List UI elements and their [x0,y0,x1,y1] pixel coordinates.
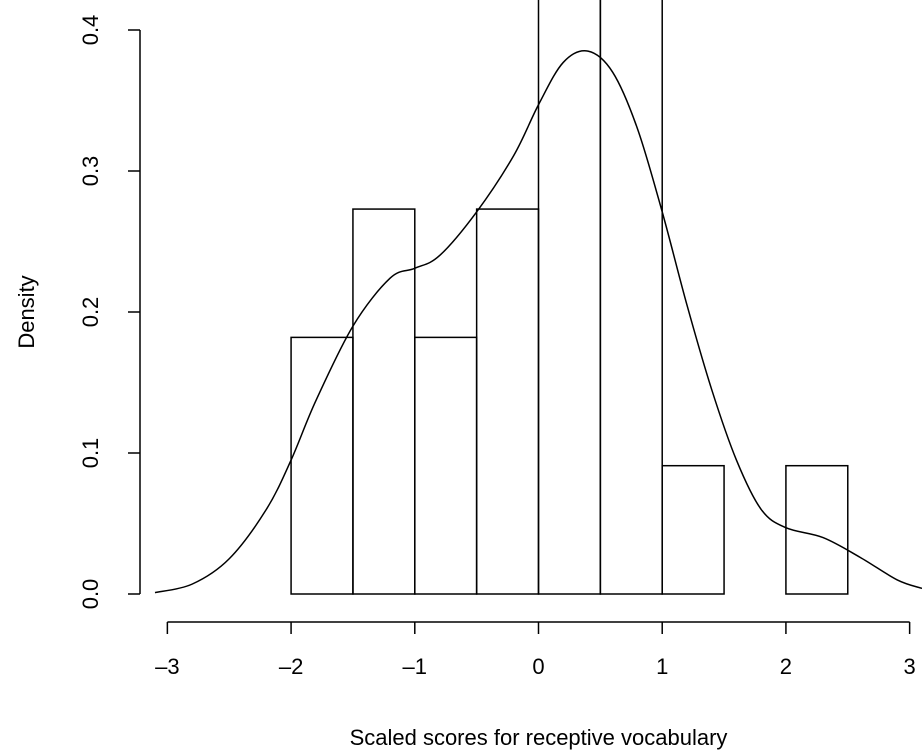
y-tick-label: 0.0 [78,579,103,610]
y-tick-label: 0.1 [78,438,103,469]
x-tick-label: 2 [780,654,792,679]
x-tick-label: –3 [155,654,179,679]
x-tick-label: –1 [403,654,427,679]
y-axis-ticks: 0.0 0.1 0.2 0.3 0.4 [78,15,140,610]
y-tick-label: 0.3 [78,156,103,187]
histogram-bar [290,336,354,595]
y-tick-label: 0.2 [78,297,103,328]
histogram-bar [352,208,416,595]
density-curve [154,50,922,594]
histogram-bar [475,208,540,595]
x-tick-label: 0 [532,654,544,679]
histogram-bar [599,0,663,595]
histogram-bar [661,464,725,595]
histogram-bar [785,464,849,595]
y-axis-title: Density [14,275,39,348]
y-tick-label: 0.4 [78,15,103,46]
histogram-bar [414,336,478,595]
x-axis-ticks: –3 –2 –1 0 1 2 3 [155,622,916,679]
x-tick-label: –2 [279,654,303,679]
histogram-bar [537,0,602,595]
histogram-bars [290,0,849,595]
x-tick-label: 3 [904,654,916,679]
x-axis-title: Scaled scores for receptive vocabulary [350,725,728,750]
x-tick-label: 1 [656,654,668,679]
